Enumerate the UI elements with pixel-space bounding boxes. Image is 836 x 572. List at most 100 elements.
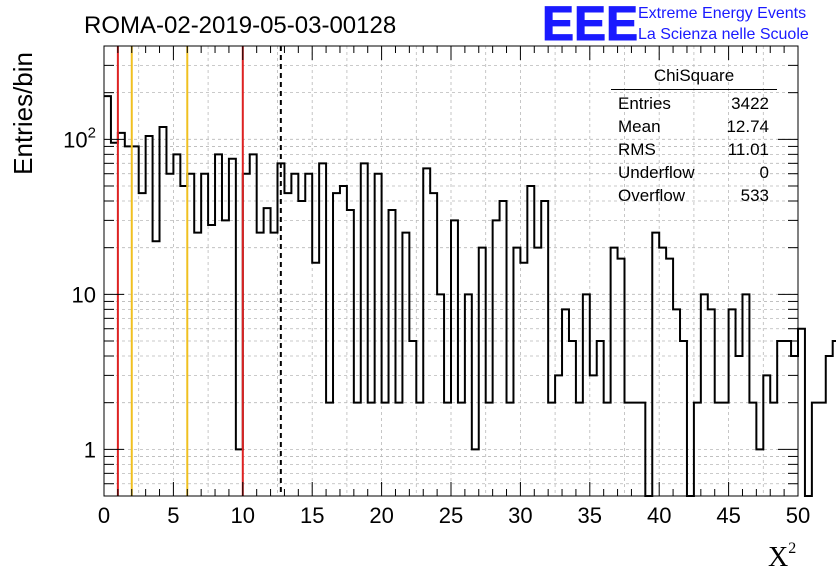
stats-row-mean: Mean 12.74 <box>611 115 777 138</box>
histogram-bin <box>409 341 416 496</box>
histogram-bin <box>826 356 833 496</box>
histogram-bin <box>763 375 770 496</box>
histogram-bin <box>569 341 576 496</box>
histogram-bin <box>402 233 409 496</box>
stats-value: 3422 <box>731 94 769 113</box>
histogram-bin <box>312 263 319 496</box>
histogram-bin <box>250 154 257 496</box>
histogram-bin <box>673 309 680 496</box>
stats-title: ChiSquare <box>611 66 777 90</box>
histogram-bin <box>208 225 215 496</box>
histogram-bin <box>812 403 819 496</box>
x-tick-label: 40 <box>647 503 671 528</box>
histogram-bin <box>264 208 271 496</box>
histogram-bin <box>736 356 743 496</box>
histogram-bin <box>680 341 687 496</box>
y-tick-label: 102 <box>63 124 96 152</box>
stats-label: RMS <box>618 140 656 159</box>
histogram-bin <box>194 233 201 496</box>
histogram-bin <box>590 375 597 496</box>
histogram-bin <box>111 143 118 496</box>
histogram-bin <box>146 136 153 496</box>
histogram-bin <box>708 309 715 496</box>
x-tick-label: 30 <box>508 503 532 528</box>
histogram-bin <box>458 403 465 496</box>
histogram-bin <box>729 309 736 496</box>
histogram-bin <box>625 403 632 496</box>
x-tick-label: 35 <box>578 503 602 528</box>
x-tick-label: 20 <box>369 503 393 528</box>
histogram-bin <box>139 193 146 496</box>
stats-box: ChiSquare Entries 3422 Mean 12.74 RMS 11… <box>611 66 777 207</box>
stats-row-entries: Entries 3422 <box>611 92 777 115</box>
histogram-bin <box>520 263 527 496</box>
histogram-bin <box>173 154 180 496</box>
stats-value: 11.01 <box>727 140 769 159</box>
histogram-bin <box>243 174 250 496</box>
logo-line-1: Extreme Energy Events <box>638 5 806 22</box>
histogram-bin <box>507 403 514 496</box>
stats-label: Entries <box>618 94 671 113</box>
histogram-bin <box>257 233 264 496</box>
histogram-bin <box>215 154 222 496</box>
y-axis-label: Entries/bin <box>8 52 38 175</box>
histogram-bin <box>305 174 312 496</box>
histogram-bin <box>715 403 722 496</box>
histogram-bin <box>298 201 305 496</box>
histogram-bin <box>534 248 541 496</box>
histogram-bin <box>423 168 430 496</box>
histogram-bin <box>777 341 784 496</box>
stats-row-rms: RMS 11.01 <box>611 138 777 161</box>
reference-lines <box>116 46 282 496</box>
x-tick-labels: 0 5 10 15 20 25 30 35 40 45 50 <box>98 503 810 528</box>
histogram-outline <box>104 95 836 497</box>
histogram-bin <box>416 403 423 496</box>
histogram-bin <box>493 220 500 496</box>
histogram-bin <box>389 210 396 496</box>
histogram-bin <box>527 186 534 496</box>
stats-value: 12.74 <box>726 117 769 136</box>
histogram-bin <box>576 403 583 496</box>
x-tick-label: 45 <box>716 503 740 528</box>
histogram-bin <box>340 186 347 496</box>
stats-label: Underflow <box>618 163 695 182</box>
x-tick-label: 10 <box>231 503 255 528</box>
histogram-bin <box>271 233 278 496</box>
histogram-bin <box>583 294 590 496</box>
stats-value: 533 <box>740 186 769 205</box>
histogram-bin <box>284 193 291 496</box>
histogram-bin <box>451 220 458 496</box>
histogram-bin <box>722 403 729 496</box>
histogram-bin <box>180 186 187 496</box>
stats-row-underflow: Underflow 0 <box>611 161 777 184</box>
stats-label: Mean <box>618 117 661 136</box>
histogram-bin <box>472 449 479 496</box>
stats-row-overflow: Overflow 533 <box>611 184 777 207</box>
axes <box>103 45 799 497</box>
histogram-bin <box>187 174 194 496</box>
x-axis-label-sup: 2 <box>788 540 796 557</box>
logo-line-2: La Scienza nelle Scuole <box>638 26 809 43</box>
histogram-bin <box>118 133 125 496</box>
histogram-bin <box>618 259 625 496</box>
x-tick-label: 5 <box>167 503 179 528</box>
histogram-bin <box>222 220 229 496</box>
x-tick-label: 25 <box>439 503 463 528</box>
histogram-bin <box>756 449 763 496</box>
histogram-bin <box>562 309 569 496</box>
histogram-bin <box>465 294 472 496</box>
y-tick-labels: 1 10 102 <box>63 124 96 462</box>
stats-label: Overflow <box>618 186 686 205</box>
histogram-bin <box>611 248 618 496</box>
x-tick-label: 15 <box>300 503 324 528</box>
histogram-bin <box>798 329 805 496</box>
histogram-bin <box>430 193 437 496</box>
histogram-bin <box>382 403 389 496</box>
histogram-bin <box>631 403 638 496</box>
stats-value: 0 <box>759 163 769 182</box>
chart-title: ROMA-02-2019-05-03-00128 <box>84 12 396 39</box>
histogram-bin <box>236 449 243 496</box>
histogram-bin <box>555 375 562 496</box>
histogram-bin <box>201 174 208 496</box>
histogram-bin <box>541 201 548 496</box>
